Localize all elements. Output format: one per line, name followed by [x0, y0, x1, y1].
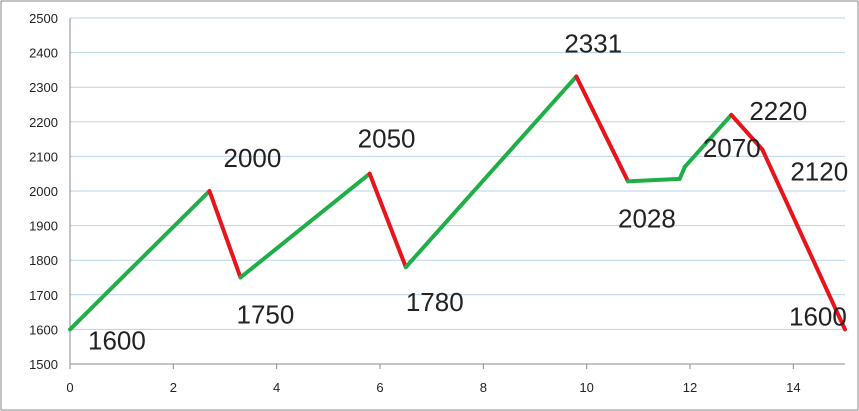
segment-fall: [367, 171, 408, 270]
x-tick-label: 14: [786, 380, 800, 395]
segment-rise: [68, 189, 212, 332]
data-label: 2220: [749, 96, 807, 126]
segment-rise: [677, 164, 687, 181]
y-tick-label: 1800: [29, 253, 58, 268]
segment-rise: [403, 74, 579, 270]
y-tick-label: 1900: [29, 219, 58, 234]
segment-fall: [760, 147, 847, 332]
segment-rise: [682, 112, 734, 169]
data-label: 2331: [564, 28, 622, 58]
segment-fall: [207, 189, 243, 280]
y-tick-label: 2000: [29, 184, 58, 199]
data-label: 1780: [406, 287, 464, 317]
data-label: 1600: [789, 301, 847, 331]
x-tick-label: 2: [170, 380, 177, 395]
y-tick-label: 2200: [29, 115, 58, 130]
y-tick-label: 1700: [29, 288, 58, 303]
segment-rise: [626, 176, 682, 184]
data-label: 1750: [237, 300, 295, 330]
y-tick-label: 2500: [29, 11, 58, 26]
y-tick-label: 1600: [29, 322, 58, 337]
y-tick-label: 2100: [29, 149, 58, 164]
segment-fall: [729, 112, 765, 152]
x-tick-label: 0: [66, 380, 73, 395]
segment-rise: [238, 171, 372, 280]
data-label: 2050: [358, 124, 416, 154]
x-tick-label: 4: [273, 380, 280, 395]
y-tick-label: 2400: [29, 46, 58, 61]
x-tick-label: 6: [376, 380, 383, 395]
x-tick-label: 12: [683, 380, 697, 395]
x-tick-label: 8: [480, 380, 487, 395]
segment-fall: [574, 74, 630, 184]
x-tick-label: 10: [579, 380, 593, 395]
data-label: 2070: [703, 133, 761, 163]
data-label: 2028: [618, 203, 676, 233]
data-label: 1600: [88, 325, 146, 355]
data-label: 2120: [790, 156, 848, 186]
data-label: 2000: [224, 143, 282, 173]
y-tick-label: 2300: [29, 80, 58, 95]
y-tick-label: 1500: [29, 357, 58, 372]
